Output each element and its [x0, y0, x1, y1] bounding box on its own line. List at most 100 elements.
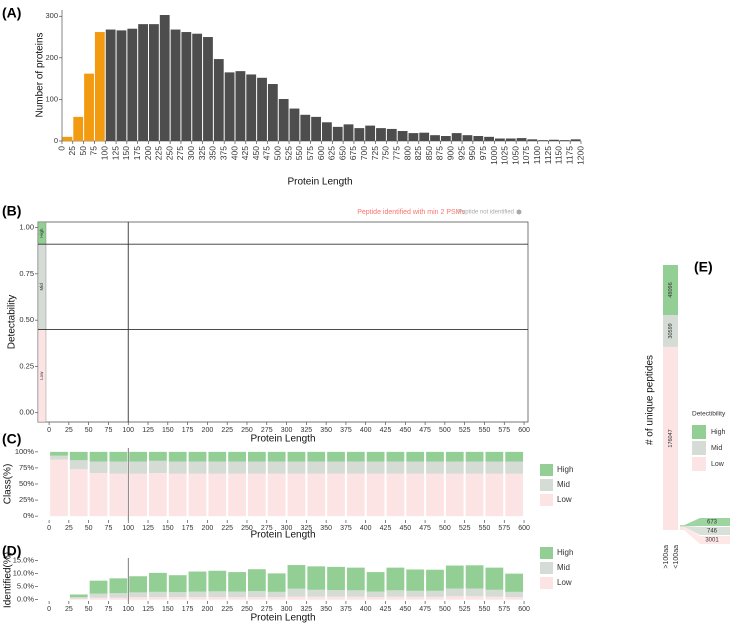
x-tick-label: 600	[316, 146, 326, 160]
x-tick-label: 600	[518, 525, 530, 532]
x-tick-label: 325	[301, 606, 313, 613]
bar	[343, 124, 354, 141]
bar	[246, 74, 257, 141]
y-axis-title: Detectability	[7, 295, 18, 349]
legend-swatch	[540, 562, 553, 574]
x-tick-label: 475	[419, 525, 431, 532]
bar	[170, 29, 181, 141]
bar-segment	[327, 473, 345, 517]
x-tick-label: 400	[229, 146, 239, 160]
bar-segment	[149, 460, 167, 474]
y-tick-label: 0.25	[19, 361, 34, 370]
y-tick-label: 100%	[15, 447, 35, 456]
bar-segment	[228, 461, 246, 474]
x-tick-label: 25	[65, 525, 73, 532]
bar-segment	[426, 461, 444, 474]
bar	[397, 131, 408, 141]
x-tick-label: 0	[56, 146, 66, 151]
x-tick-label: 0	[47, 525, 51, 532]
plot-frame	[37, 221, 529, 423]
x-tick-label: 50	[85, 525, 93, 532]
bar-segment	[386, 567, 405, 591]
bar-segment	[168, 597, 187, 600]
bar	[473, 136, 484, 141]
x-tick-label: 350	[320, 427, 332, 434]
bar-segment	[228, 597, 246, 600]
x-tick-label: 1125	[543, 146, 553, 165]
x-tick-label: 1200	[575, 146, 585, 165]
bar-segment	[445, 451, 464, 462]
bar-segment	[426, 451, 444, 462]
bar-segment	[366, 451, 385, 462]
x-tick-label: 625	[327, 146, 337, 160]
bar-segment	[228, 451, 246, 462]
x-tick-label: 525	[283, 146, 293, 160]
x-tick-label: 550	[294, 146, 304, 160]
bar-segment	[366, 473, 385, 517]
bar-segment	[485, 589, 504, 597]
y-tick-label: 200	[45, 53, 58, 62]
bar-segment	[485, 473, 504, 517]
bar-segment	[247, 461, 266, 474]
bar	[559, 140, 570, 141]
x-tick-label: 175	[182, 427, 194, 434]
panel-label: (E)	[694, 259, 713, 275]
x-tick-label: 25	[67, 146, 77, 156]
bar-segment	[89, 461, 108, 474]
bar-segment	[445, 473, 464, 517]
bar-segment	[188, 461, 207, 474]
stratum	[663, 315, 678, 347]
bar-segment	[445, 588, 464, 597]
bar-segment	[406, 590, 425, 597]
x-tick-label: 125	[142, 606, 154, 613]
bar-segment	[267, 461, 286, 474]
x-tick-label: 300	[281, 525, 293, 532]
bar-segment	[89, 473, 108, 517]
y-tick-label: 15.0%	[13, 556, 35, 565]
x-tick-label: 350	[320, 525, 332, 532]
x-tick-label: 325	[301, 525, 313, 532]
bar	[159, 14, 170, 141]
bar	[516, 138, 527, 141]
x-tick-label: 50	[78, 146, 88, 156]
bar-segment	[267, 473, 286, 517]
stratum-label: 176047	[668, 429, 674, 447]
bar-segment	[109, 461, 128, 474]
x-tick-label: 325	[197, 146, 207, 160]
x-tick-label: 175	[132, 146, 142, 160]
bar-segment	[327, 590, 345, 597]
bar-segment	[465, 588, 484, 597]
bar-segment	[109, 473, 128, 517]
bar-segment	[465, 473, 484, 517]
bar-segment	[188, 591, 207, 598]
legend-swatch	[540, 479, 553, 491]
y-axis-title: Identified(%)	[3, 552, 14, 608]
x-tick-label: 750	[381, 146, 391, 160]
x-axis-title: Protein Length	[287, 177, 352, 188]
x-tick-label: 775	[391, 146, 401, 160]
bar-segment	[228, 591, 246, 598]
x-tick-label: 500	[439, 427, 451, 434]
y-tick-label: 10.0%	[13, 569, 35, 578]
x-tick-label: 300	[186, 146, 196, 160]
bar-segment	[346, 590, 365, 597]
bar-segment	[69, 451, 88, 461]
bar-segment	[366, 572, 385, 592]
bar	[149, 24, 159, 142]
bar-segment	[168, 451, 187, 462]
bar-segment	[109, 451, 128, 462]
bar	[462, 135, 473, 141]
bar-segment	[426, 596, 444, 600]
bar-segment	[69, 469, 88, 517]
bar-segment	[366, 597, 385, 600]
bar-segment	[129, 473, 148, 517]
legend-label: High	[557, 465, 573, 474]
x-tick-label: 100	[122, 525, 134, 532]
bar	[484, 136, 494, 141]
bar-segment	[366, 461, 385, 474]
bar-segment	[247, 591, 266, 598]
x-tick-label: 125	[142, 427, 154, 434]
bar	[257, 77, 267, 141]
bar	[62, 136, 73, 141]
